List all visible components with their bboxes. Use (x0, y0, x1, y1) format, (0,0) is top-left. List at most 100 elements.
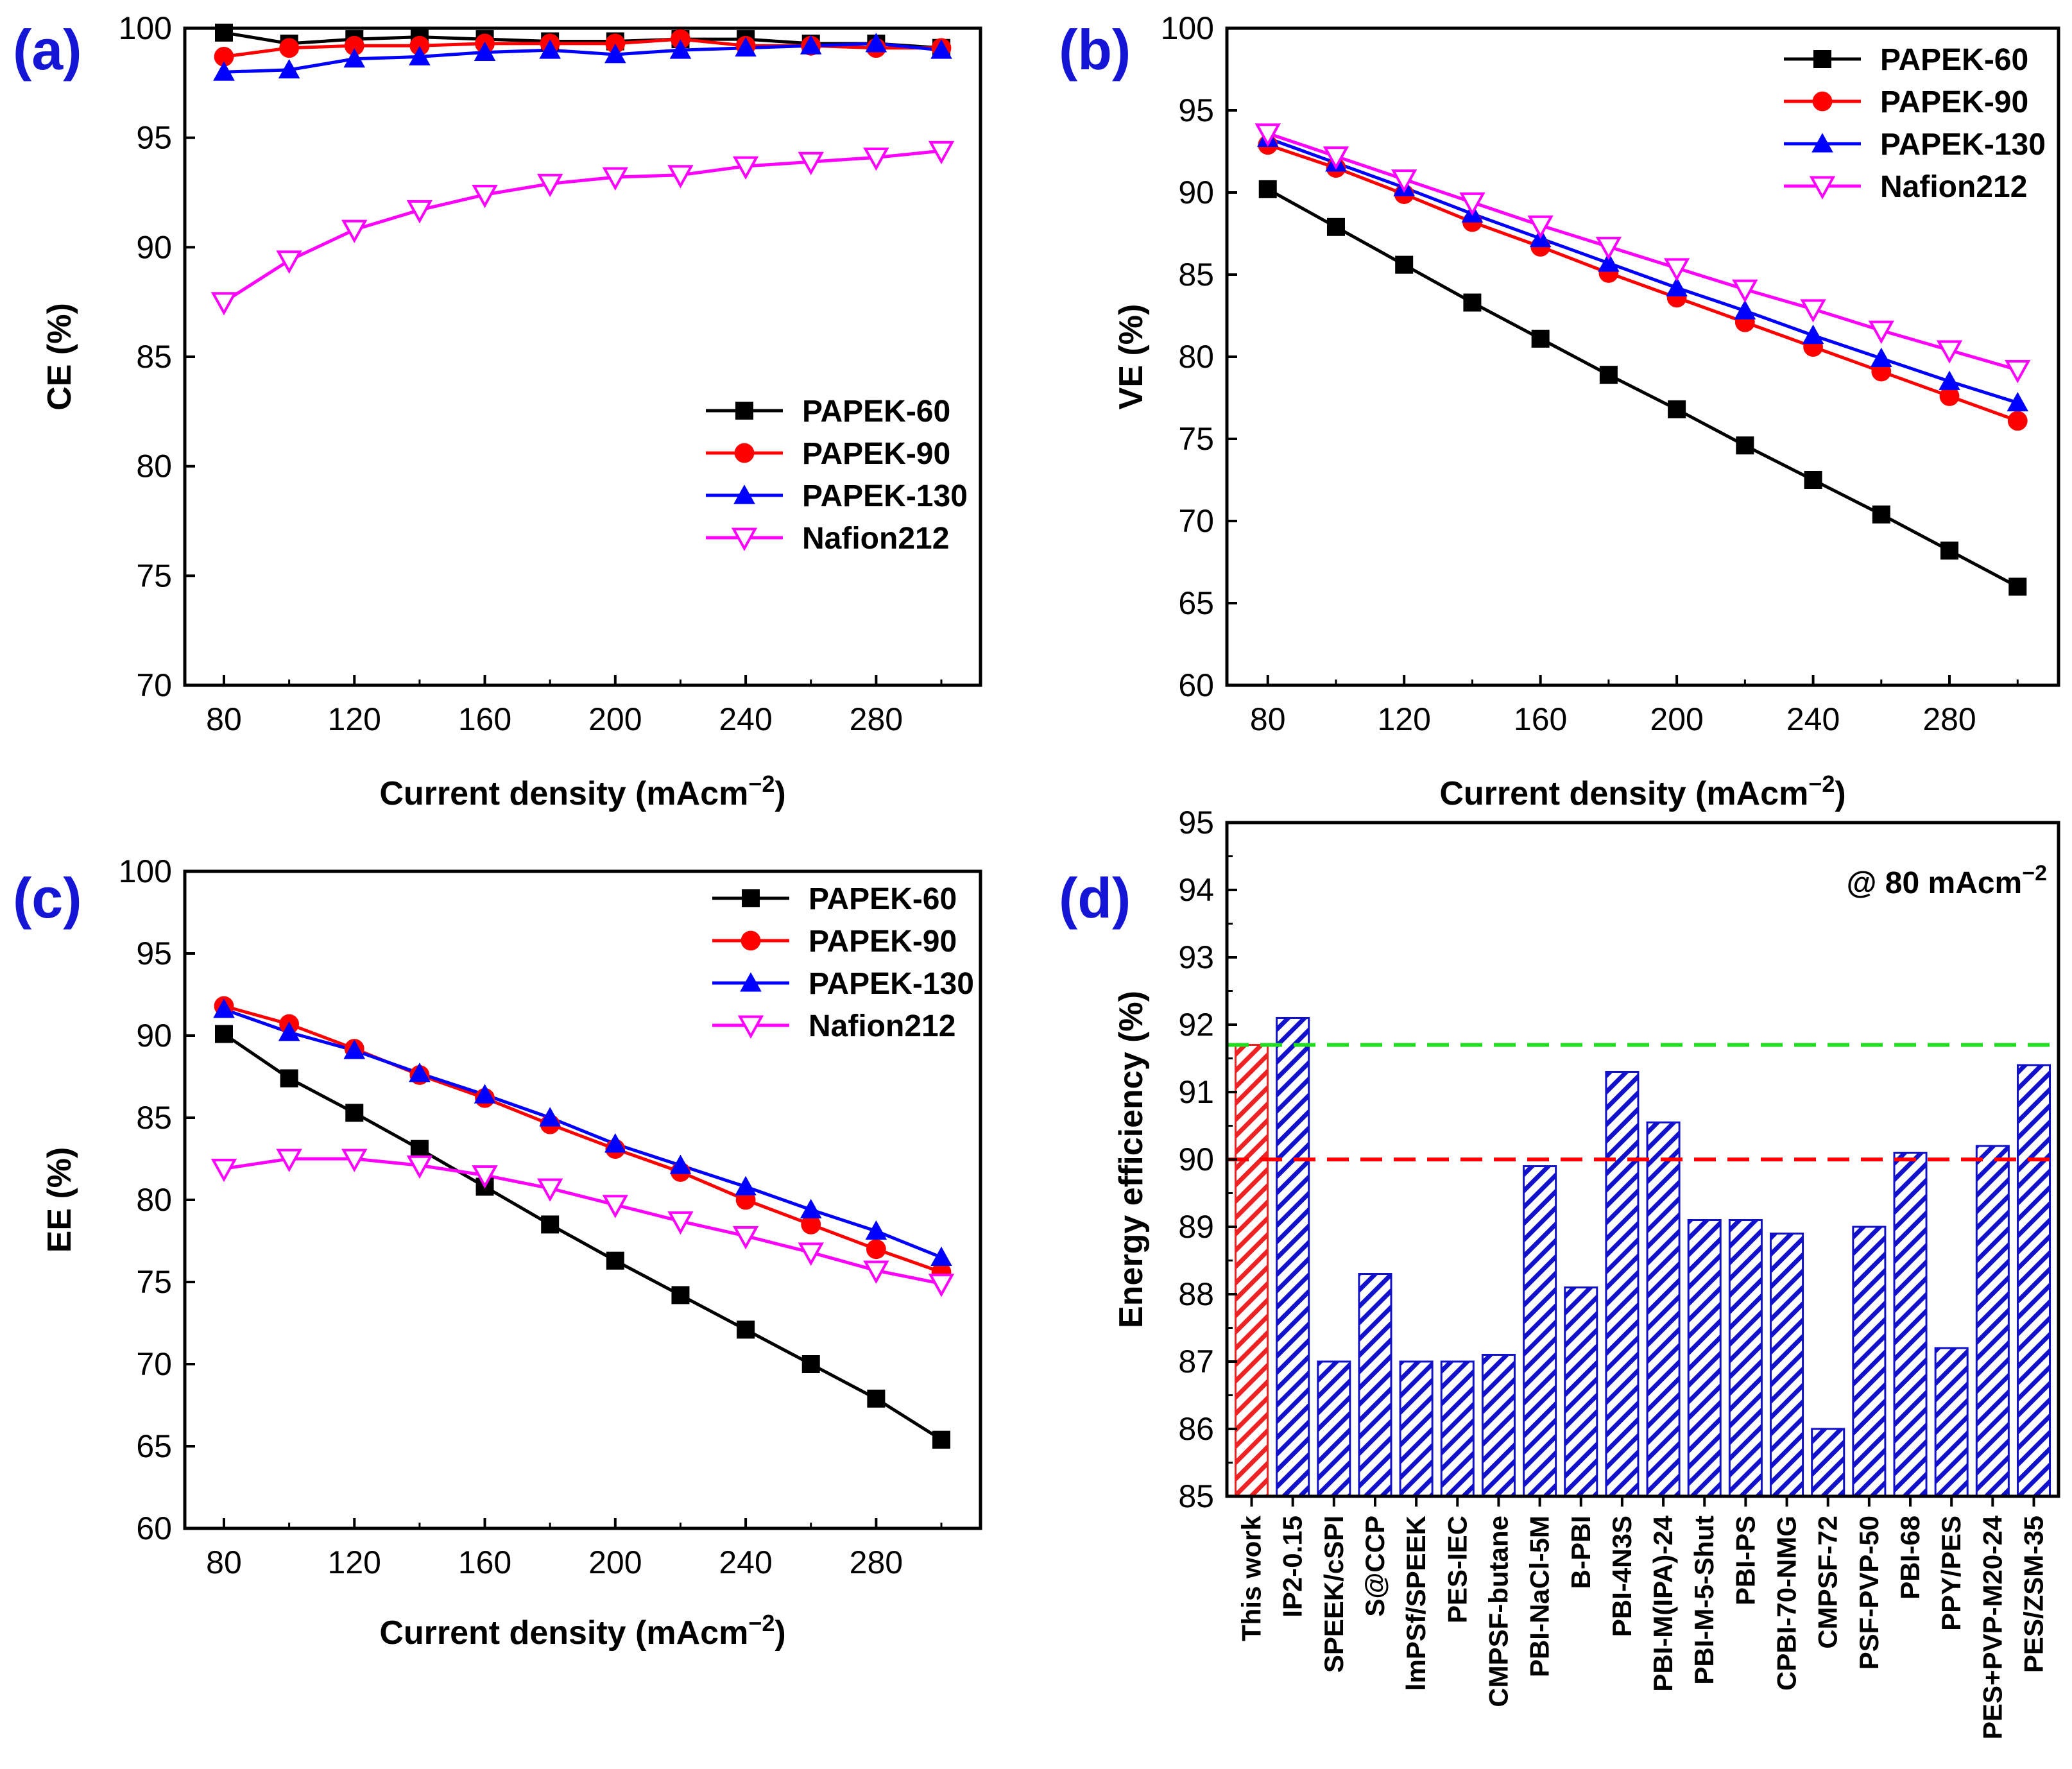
legend-label: PAPEK-130 (802, 479, 968, 513)
data-point (214, 1025, 233, 1043)
data-point (406, 200, 433, 224)
panel-label: (c) (13, 866, 82, 930)
x-axis-label: Current density (mAcm−2) (379, 1610, 785, 1652)
data-point (800, 1199, 822, 1218)
bar (1646, 1121, 1681, 1498)
data-point (1595, 237, 1622, 261)
panel-d-chart: This work IP2-0.15 SPEEK/cSPI S@CCP lmPSf/SP… (1059, 805, 2060, 1739)
data-point (410, 1140, 429, 1158)
data-point (344, 35, 364, 56)
y-tick-label: 85 (1178, 257, 1214, 293)
x-tick-label: PBI-PS (1730, 1516, 1760, 1605)
y-tick-label: 91 (1178, 1074, 1214, 1110)
data-point (341, 219, 368, 243)
data-point (1323, 146, 1349, 170)
data-point (863, 147, 889, 171)
legend-label: Nafion212 (809, 1009, 955, 1043)
data-point (1939, 370, 1960, 390)
bar (1358, 1273, 1392, 1498)
bar (1399, 1360, 1434, 1498)
series-line (1267, 137, 2019, 405)
x-tick-label: This work (1236, 1515, 1266, 1641)
data-point (1258, 180, 1277, 198)
data-point (928, 141, 955, 165)
legend-label: PAPEK-90 (809, 925, 957, 959)
data-point (276, 1149, 302, 1172)
x-tick-label: PPY/PES (1936, 1516, 1966, 1631)
y-tick-label: 60 (136, 1510, 172, 1546)
y-tick-label: 88 (1178, 1276, 1214, 1312)
y-tick-label: 87 (1178, 1344, 1214, 1380)
data-point (1936, 340, 1963, 364)
y-tick-label: 92 (1178, 1007, 1214, 1043)
bar (1234, 1044, 1269, 1498)
data-point (2005, 360, 2031, 384)
legend-label: PAPEK-60 (809, 882, 957, 916)
x-tick-label: PBI-M(IPA)-24 (1648, 1515, 1678, 1691)
bar (1317, 1360, 1351, 1498)
data-point (341, 1149, 368, 1172)
series-line (1267, 132, 2018, 372)
y-tick-label: 80 (1178, 339, 1214, 375)
data-point (536, 1178, 563, 1202)
y-tick-label: 85 (136, 1100, 172, 1136)
data-point (671, 29, 690, 49)
legend-marker (734, 443, 755, 463)
data-point (735, 1175, 757, 1195)
data-point (798, 1242, 824, 1266)
y-tick-label: 85 (136, 339, 172, 375)
legend-marker (741, 930, 761, 951)
y-tick-label: 94 (1178, 872, 1214, 908)
y-axis-label: Energy efficiency (%) (1113, 991, 1150, 1328)
x-tick-label: 280 (850, 1544, 903, 1580)
data-point (1663, 258, 1690, 282)
data-point (1668, 400, 1686, 418)
x-tick-label: 80 (1250, 701, 1286, 737)
series-line (1267, 143, 2019, 423)
x-tick-label: 120 (328, 1544, 381, 1580)
x-tick-label: PES/ZSM-35 (2019, 1516, 2049, 1673)
data-point (1734, 300, 1756, 320)
data-point (1732, 279, 1758, 303)
data-point (406, 1155, 433, 1179)
data-point (1459, 192, 1486, 216)
data-point (801, 1355, 820, 1373)
legend-marker (1812, 91, 1833, 112)
data-point (606, 1251, 624, 1270)
data-point (409, 35, 430, 56)
series-line (223, 1157, 942, 1286)
legend-marker (740, 972, 762, 992)
y-tick-label: 95 (136, 936, 172, 971)
x-tick-label: 240 (719, 1544, 772, 1580)
y-tick-label: 75 (1178, 421, 1214, 457)
panel-c-chart: 60 65 70 75 80 85 90 95 100 80 120 160 200 240 280 PAPE… (13, 853, 982, 1652)
y-tick-label: 89 (1178, 1209, 1214, 1245)
x-tick-label: 80 (206, 1544, 242, 1580)
bar (1687, 1219, 1722, 1498)
data-point (1939, 386, 1960, 406)
data-point (732, 156, 759, 180)
legend-marker (731, 527, 758, 551)
data-point (536, 173, 563, 198)
legend-label: PAPEK-90 (1880, 85, 2028, 119)
y-tick-label: 86 (1178, 1411, 1214, 1447)
bar (1440, 1360, 1475, 1498)
data-point (866, 1239, 886, 1260)
bar (1605, 1071, 1640, 1498)
x-tick-label: 200 (588, 1544, 642, 1580)
data-point (1666, 277, 1688, 296)
data-point (1800, 299, 1826, 323)
data-point (474, 41, 496, 61)
series-line (223, 149, 942, 303)
y-tick-label: 80 (136, 1182, 172, 1218)
data-point (541, 1215, 560, 1234)
y-tick-label: 90 (136, 1018, 172, 1054)
y-tick-label: 80 (136, 449, 172, 484)
series-line (223, 31, 942, 50)
data-point (213, 998, 235, 1018)
data-point (472, 184, 498, 209)
panel-a-chart: 70 75 80 85 90 95 100 80 120 160 200 240 280 PAPEK-60… (13, 10, 982, 812)
bar (1852, 1226, 1887, 1498)
data-point (409, 46, 431, 65)
data-point (1804, 471, 1822, 489)
